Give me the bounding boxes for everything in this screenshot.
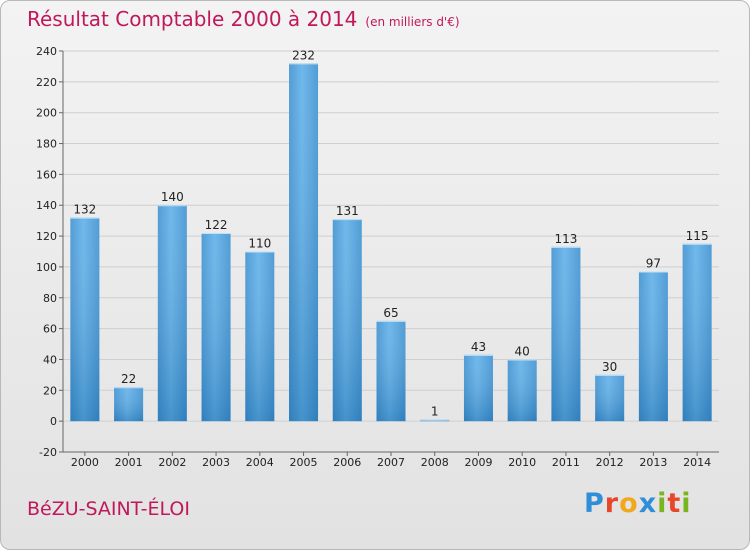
y-tick-label: 100 [36, 261, 57, 274]
axes [59, 50, 719, 456]
logo-letter: i [681, 488, 692, 519]
bar-shade-2010 [507, 359, 537, 422]
x-tick-label: 2006 [333, 456, 361, 469]
logo-letter: x [638, 488, 658, 519]
x-tick-label: 2011 [552, 456, 580, 469]
data-label: 140 [161, 190, 184, 204]
data-label: 232 [292, 48, 315, 62]
bar-shade-2009 [463, 354, 493, 422]
x-tick-label: 2007 [377, 456, 405, 469]
x-tick-label: 2003 [202, 456, 230, 469]
bar-shade-2006 [332, 219, 362, 422]
data-label: 122 [205, 218, 228, 232]
y-tick-label: 20 [43, 384, 57, 397]
bar-shade-2002 [157, 205, 187, 422]
y-tick-label: 160 [36, 168, 57, 181]
y-tick-label: 240 [36, 45, 57, 58]
y-tick-label: 180 [36, 138, 57, 151]
x-tick-label: 2004 [246, 456, 274, 469]
data-label: 1 [431, 405, 439, 419]
x-tick-label: 2008 [421, 456, 449, 469]
data-label: 22 [121, 372, 136, 386]
x-tick-label: 2005 [290, 456, 318, 469]
bar-shade-2003 [201, 232, 231, 422]
data-label: 132 [73, 203, 96, 217]
commune-name: BéZU-SAINT-ÉLOI [27, 498, 190, 520]
bar-shade-2014 [682, 243, 712, 422]
logo-letter: P [584, 488, 605, 519]
y-tick-label: 200 [36, 107, 57, 120]
x-tick-label: 2001 [115, 456, 143, 469]
chart-subtitle: (en milliers d'€) [365, 15, 460, 29]
x-tick-label: 2012 [596, 456, 624, 469]
x-tick-label: 2009 [464, 456, 492, 469]
chart-title-block: Résultat Comptable 2000 à 2014 (en millie… [27, 7, 460, 31]
x-tick-label: 2010 [508, 456, 536, 469]
y-tick-label: 80 [43, 292, 57, 305]
bar-shade-2001 [114, 387, 144, 422]
bar-shade-2012 [595, 374, 625, 422]
x-tick-label: 2000 [71, 456, 99, 469]
data-label: 40 [515, 344, 530, 358]
data-label: 97 [646, 257, 661, 271]
y-tick-label: -20 [39, 446, 57, 459]
y-tick-label: 40 [43, 353, 57, 366]
bar-shade-2007 [376, 320, 406, 422]
x-tick-label: 2002 [158, 456, 186, 469]
data-label: 65 [383, 306, 398, 320]
y-tick-label: 120 [36, 230, 57, 243]
data-label: 131 [336, 204, 359, 218]
bar-shade-2013 [638, 271, 668, 422]
x-tick-label: 2014 [683, 456, 711, 469]
data-label: 110 [248, 237, 271, 251]
bar-shade-2000 [70, 217, 100, 422]
y-tick-label: 140 [36, 199, 57, 212]
bars [70, 63, 712, 422]
data-label: 30 [602, 360, 617, 374]
labels: -200204060801001201401601802002202401322… [36, 45, 711, 469]
logo-letter: i [657, 488, 668, 519]
logo-letter: t [667, 488, 682, 519]
bar-shade-2011 [551, 246, 581, 422]
data-label: 113 [554, 232, 577, 246]
x-tick-label: 2013 [639, 456, 667, 469]
y-tick-label: 60 [43, 323, 57, 336]
bar-shade-2005 [289, 63, 319, 422]
y-tick-label: 220 [36, 76, 57, 89]
chart-title: Résultat Comptable 2000 à 2014 [27, 7, 358, 31]
bar-shade-2004 [245, 251, 275, 422]
data-label: 115 [686, 229, 709, 243]
logo-letter: r [604, 488, 620, 519]
logo-letter: o [619, 488, 639, 519]
data-label: 43 [471, 340, 486, 354]
y-tick-label: 0 [50, 415, 57, 428]
proxiti-logo: Proxiti [584, 488, 692, 519]
